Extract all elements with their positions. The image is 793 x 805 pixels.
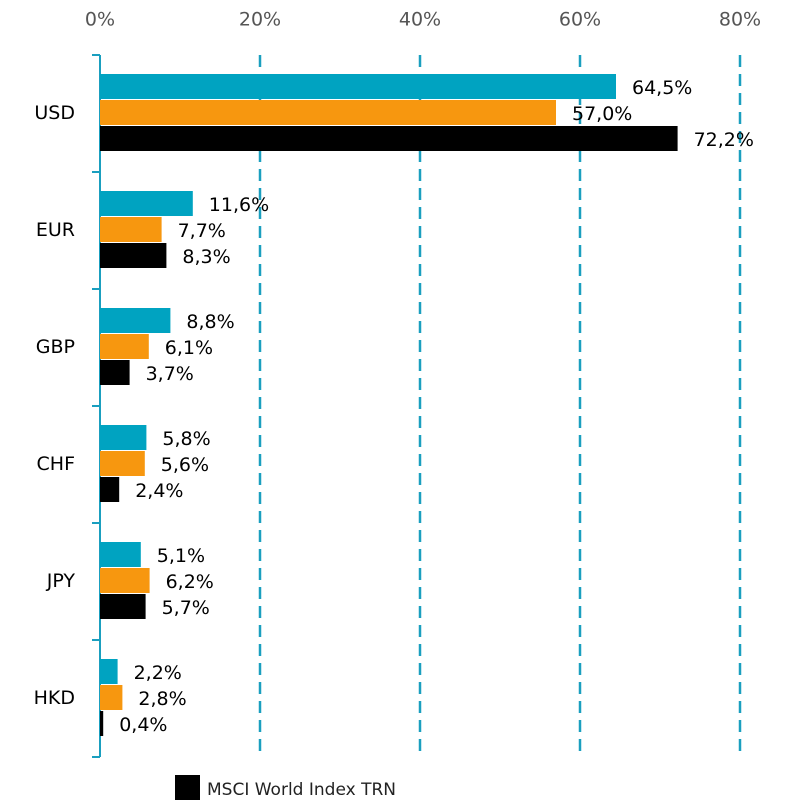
bar	[100, 477, 120, 502]
x-tick-label: 80%	[719, 9, 761, 31]
value-label: 6,2%	[166, 571, 214, 593]
bar	[100, 568, 150, 593]
x-tick-label: 0%	[85, 9, 115, 31]
value-label: 5,6%	[161, 454, 209, 476]
category-label: USD	[34, 102, 75, 124]
bar	[100, 360, 130, 385]
bar	[100, 243, 167, 268]
legend-swatch	[175, 775, 200, 800]
bar	[100, 334, 149, 359]
value-label: 6,1%	[165, 337, 213, 359]
category-label: HKD	[34, 687, 75, 709]
bar	[100, 308, 171, 333]
value-label: 7,7%	[178, 220, 226, 242]
bar	[100, 74, 616, 99]
category-label: EUR	[36, 219, 75, 241]
category-label: CHF	[37, 453, 75, 475]
value-label: 57,0%	[572, 103, 632, 125]
value-label: 5,8%	[162, 428, 210, 450]
bar	[100, 542, 141, 567]
bar	[100, 594, 146, 619]
bar	[100, 451, 145, 476]
legend-label: MSCI World Index TRN	[207, 780, 396, 800]
value-label: 11,6%	[209, 194, 269, 216]
value-label: 0,4%	[119, 714, 167, 736]
value-label: 2,4%	[135, 480, 183, 502]
bar	[100, 685, 123, 710]
bar	[100, 711, 104, 736]
value-label: 5,1%	[157, 545, 205, 567]
value-label: 8,8%	[186, 311, 234, 333]
x-tick-label: 60%	[559, 9, 601, 31]
x-tick-label: 40%	[399, 9, 441, 31]
bar	[100, 191, 193, 216]
bar	[100, 100, 556, 125]
bar	[100, 126, 678, 151]
value-label: 8,3%	[182, 246, 230, 268]
value-label: 5,7%	[162, 597, 210, 619]
value-label: 72,2%	[694, 129, 754, 151]
value-label: 2,8%	[138, 688, 186, 710]
bar	[100, 659, 118, 684]
x-tick-label: 20%	[239, 9, 281, 31]
value-label: 64,5%	[632, 77, 692, 99]
value-label: 2,2%	[134, 662, 182, 684]
category-label: JPY	[46, 570, 76, 592]
category-label: GBP	[36, 336, 75, 358]
bar	[100, 425, 147, 450]
value-label: 3,7%	[146, 363, 194, 385]
bar	[100, 217, 162, 242]
